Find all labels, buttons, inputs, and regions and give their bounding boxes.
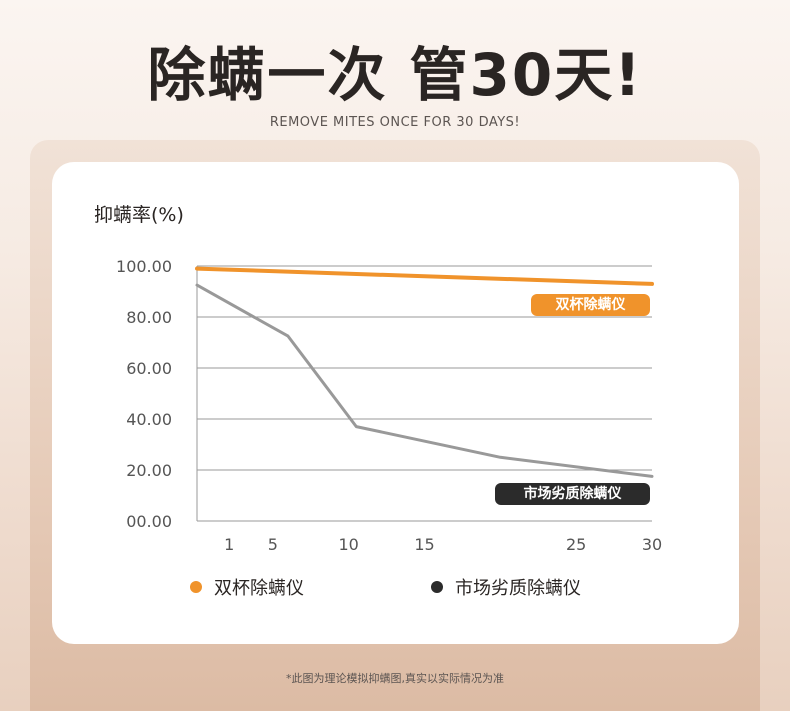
y-tick-label: 80.00 bbox=[126, 308, 172, 327]
y-tick-label: 60.00 bbox=[126, 359, 172, 378]
legend-item-market: 市场劣质除螨仪 bbox=[431, 574, 581, 600]
page-title: 除螨一次 管30天! bbox=[147, 41, 643, 109]
series-line-dual-cup bbox=[195, 266, 654, 286]
series-label-market: 市场劣质除螨仪 bbox=[495, 483, 650, 505]
legend-label: 双杯除螨仪 bbox=[214, 578, 304, 599]
legend-item-dual-cup: 双杯除螨仪 bbox=[190, 574, 304, 600]
series-line-market bbox=[195, 283, 654, 478]
chart-card bbox=[52, 162, 739, 644]
y-tick-label: 100.00 bbox=[116, 257, 172, 276]
x-tick-label: 5 bbox=[268, 535, 278, 554]
series-label-dual-cup: 双杯除螨仪 bbox=[531, 294, 650, 316]
y-tick-label: 20.00 bbox=[126, 461, 172, 480]
page-subtitle: REMOVE MITES ONCE FOR 30 DAYS! bbox=[269, 115, 521, 130]
x-tick-label: 10 bbox=[338, 535, 358, 554]
y-tick-label: 40.00 bbox=[126, 410, 172, 429]
y-axis-title: 抑螨率(%) bbox=[94, 204, 184, 226]
disclaimer-note: *此图为理论模拟抑螨图,真实以实际情况为准 bbox=[286, 672, 504, 685]
x-tick-label: 1 bbox=[224, 535, 234, 554]
legend-label: 市场劣质除螨仪 bbox=[455, 578, 581, 599]
y-tick-label: 00.00 bbox=[126, 512, 172, 531]
x-tick-label: 25 bbox=[566, 535, 586, 554]
x-tick-label: 30 bbox=[642, 535, 662, 554]
legend-dot bbox=[431, 581, 443, 593]
legend-dot bbox=[190, 581, 202, 593]
x-tick-label: 15 bbox=[414, 535, 434, 554]
